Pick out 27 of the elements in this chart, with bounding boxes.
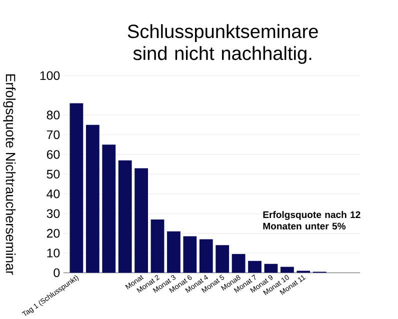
y-tick-label: 10 (47, 248, 60, 258)
y-tick-label: 20 (46, 228, 60, 238)
bar (280, 266, 294, 273)
bar (264, 264, 278, 273)
bar (199, 239, 213, 273)
y-tick-label: 100 (40, 71, 60, 80)
y-tick-label: 60 (46, 150, 60, 159)
bar (248, 260, 262, 273)
annotation: Erfolgsquote nach 12 Monaten unter 5% (263, 210, 360, 230)
chart-title: Schlusspunktseminare sind nicht nachhaltig. (128, 24, 318, 64)
bar (134, 168, 148, 273)
y-axis-title: Erfolgsquote Nichtraucherseminar (3, 74, 16, 275)
y-tick-label: 50 (46, 170, 60, 178)
y-tick-label: 40 (46, 189, 60, 198)
bar (86, 124, 100, 273)
bar (167, 231, 180, 273)
bar (183, 236, 197, 273)
y-tick-label: 30 (46, 209, 60, 218)
y-tick-label: 0 (54, 268, 60, 277)
y-tick-label: 80 (46, 110, 60, 120)
bar (150, 219, 164, 273)
bar (216, 244, 230, 273)
bar (102, 144, 116, 273)
bar (70, 103, 84, 273)
bar (118, 160, 132, 273)
y-tick-label: 70 (46, 130, 60, 139)
bar (232, 254, 246, 273)
